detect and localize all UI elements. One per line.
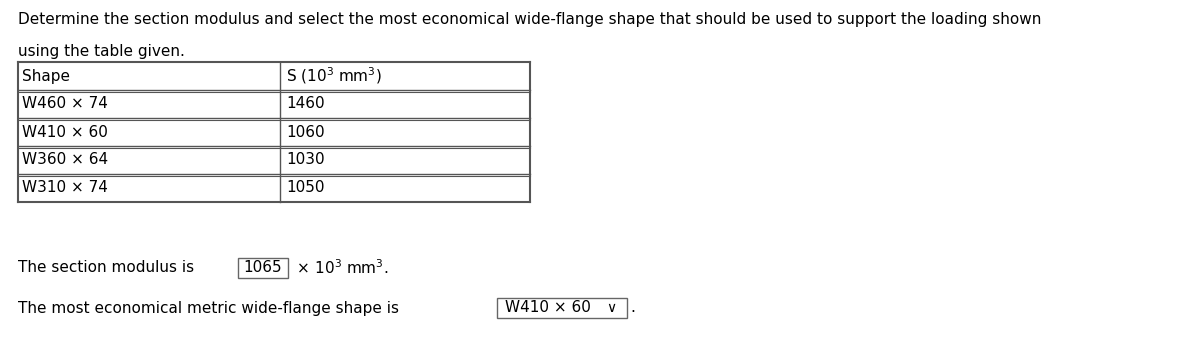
Text: The most economical metric wide-flange shape is: The most economical metric wide-flange s… [18, 300, 404, 315]
Text: S (10$^3$ mm$^3$): S (10$^3$ mm$^3$) [286, 66, 382, 86]
Text: 1065: 1065 [244, 261, 282, 276]
Text: $\times$ 10$^3$ mm$^3$.: $\times$ 10$^3$ mm$^3$. [292, 258, 389, 277]
Text: ∨: ∨ [606, 301, 616, 315]
Text: 1460: 1460 [286, 97, 325, 111]
Text: 1060: 1060 [286, 125, 325, 140]
Text: W360 × 64: W360 × 64 [22, 153, 108, 168]
Text: .: . [630, 300, 635, 315]
Text: The section modulus is: The section modulus is [18, 261, 199, 276]
Text: 1030: 1030 [286, 153, 325, 168]
Text: W310 × 74: W310 × 74 [22, 180, 108, 195]
Text: Determine the section modulus and select the most economical wide-flange shape t: Determine the section modulus and select… [18, 12, 1042, 27]
Text: Shape: Shape [22, 68, 70, 83]
Text: W410 × 60: W410 × 60 [22, 125, 108, 140]
Text: W410 × 60: W410 × 60 [505, 300, 590, 315]
Text: 1050: 1050 [286, 180, 324, 195]
Text: W460 × 74: W460 × 74 [22, 97, 108, 111]
FancyBboxPatch shape [497, 298, 628, 318]
FancyBboxPatch shape [238, 258, 288, 278]
Text: using the table given.: using the table given. [18, 44, 185, 59]
